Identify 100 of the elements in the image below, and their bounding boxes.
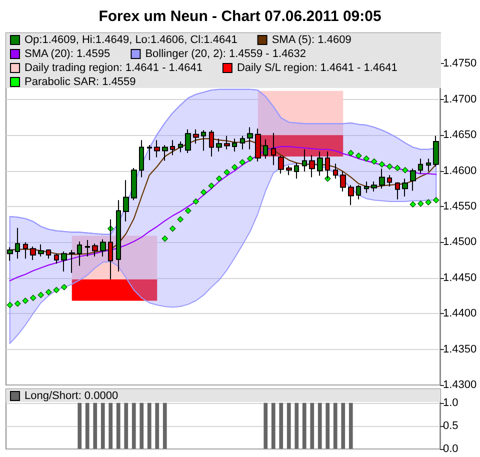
point xyxy=(38,292,44,298)
point xyxy=(200,189,207,196)
candlestick xyxy=(410,168,416,192)
candlestick xyxy=(123,180,129,222)
point xyxy=(433,196,440,204)
y-tick-label: 1.0 xyxy=(443,396,458,409)
candlestick xyxy=(154,140,160,158)
point xyxy=(170,226,176,232)
point xyxy=(386,163,393,170)
candlestick xyxy=(255,128,261,162)
candlestick xyxy=(371,181,377,192)
candlestick xyxy=(379,168,385,190)
point xyxy=(348,150,354,156)
point xyxy=(216,176,222,182)
point xyxy=(394,164,400,172)
point xyxy=(177,216,184,222)
candlestick xyxy=(387,174,392,188)
legend-label: SMA (5): 1.4609 xyxy=(272,34,352,46)
candlestick xyxy=(46,248,51,260)
candlestick xyxy=(224,135,230,150)
candlestick xyxy=(209,130,214,158)
candlestick xyxy=(116,200,121,272)
point xyxy=(61,284,68,290)
point xyxy=(356,152,362,159)
point xyxy=(418,200,424,207)
candlestick xyxy=(364,181,369,194)
candlestick xyxy=(340,171,346,192)
point xyxy=(53,286,60,294)
point xyxy=(371,158,378,165)
point xyxy=(402,166,408,174)
candlestick xyxy=(193,128,199,144)
candlestick xyxy=(92,243,98,257)
point xyxy=(410,201,416,208)
candlestick xyxy=(426,158,431,172)
point xyxy=(425,199,432,206)
candlestick xyxy=(433,135,439,168)
candlestick xyxy=(232,138,237,152)
y-tick-label: 1.4750 xyxy=(443,58,477,70)
candlestick xyxy=(201,130,206,152)
legend-label: Long/Short: 0.0000 xyxy=(24,390,118,402)
candlestick xyxy=(247,126,253,150)
candlestick xyxy=(286,165,292,176)
candlestick xyxy=(402,178,408,198)
candlestick xyxy=(61,250,67,272)
y-tick-label: 1.4400 xyxy=(443,308,477,320)
candlestick xyxy=(77,240,82,266)
candlestick xyxy=(185,128,191,154)
candlestick xyxy=(271,132,276,166)
candlestick xyxy=(333,163,338,180)
candlestick xyxy=(54,253,59,264)
candlestick xyxy=(131,167,137,201)
candlestick xyxy=(309,154,315,178)
candlestick xyxy=(263,138,268,160)
line-series xyxy=(9,146,437,282)
point xyxy=(224,169,230,176)
point xyxy=(208,182,214,189)
y-tick-label: 1.4500 xyxy=(443,236,477,248)
candlestick xyxy=(302,148,307,172)
point xyxy=(22,298,28,304)
point xyxy=(232,164,238,170)
candlestick xyxy=(170,140,175,156)
point xyxy=(14,300,21,307)
point xyxy=(192,198,199,205)
legend-label: Bollinger (20, 2): 1.4559 - 1.4632 xyxy=(145,48,306,60)
chart-title: Forex um Neun - Chart 07.06.2011 09:05 xyxy=(98,8,382,25)
candlestick xyxy=(240,135,245,150)
candlestick xyxy=(356,184,361,200)
legend-label: Daily S/L region: 1.4641 - 1.4641 xyxy=(236,62,398,74)
y-tick-label: 1.4350 xyxy=(443,343,477,356)
candlestick xyxy=(15,227,20,260)
candlestick xyxy=(348,184,354,206)
point xyxy=(378,161,385,168)
candlestick xyxy=(7,246,13,262)
candlestick xyxy=(216,138,222,152)
legend-label: Op:1.4609, Hi:1.4649, Lo:1.4606, Cl:1.4641 xyxy=(24,34,238,46)
legend-label: Parabolic SAR: 1.4559 xyxy=(24,76,136,88)
point xyxy=(6,302,13,308)
y-tick-label: 1.4650 xyxy=(443,129,477,142)
y-tick-label: 1.4600 xyxy=(443,164,477,177)
candlestick xyxy=(38,244,44,257)
point xyxy=(247,156,254,162)
point xyxy=(363,156,370,162)
candlestick xyxy=(139,140,144,178)
candlestick xyxy=(395,182,400,200)
candlestick xyxy=(162,144,168,162)
candlestick xyxy=(85,240,90,257)
point xyxy=(30,294,36,301)
candlestick xyxy=(69,250,75,274)
candlestick xyxy=(278,155,284,174)
y-tick-label: 1.4700 xyxy=(443,93,477,106)
candlestick xyxy=(30,246,36,261)
y-tick-label: 0.0 xyxy=(443,443,458,455)
point xyxy=(185,208,192,214)
candlestick xyxy=(418,158,423,174)
y-tick-label: 1.4300 xyxy=(443,379,477,391)
y-tick-label: 1.4550 xyxy=(443,200,477,212)
candlestick xyxy=(147,144,152,161)
candlestick xyxy=(23,242,28,260)
candlestick xyxy=(178,141,183,153)
y-tick-label: 1.4450 xyxy=(443,272,477,284)
